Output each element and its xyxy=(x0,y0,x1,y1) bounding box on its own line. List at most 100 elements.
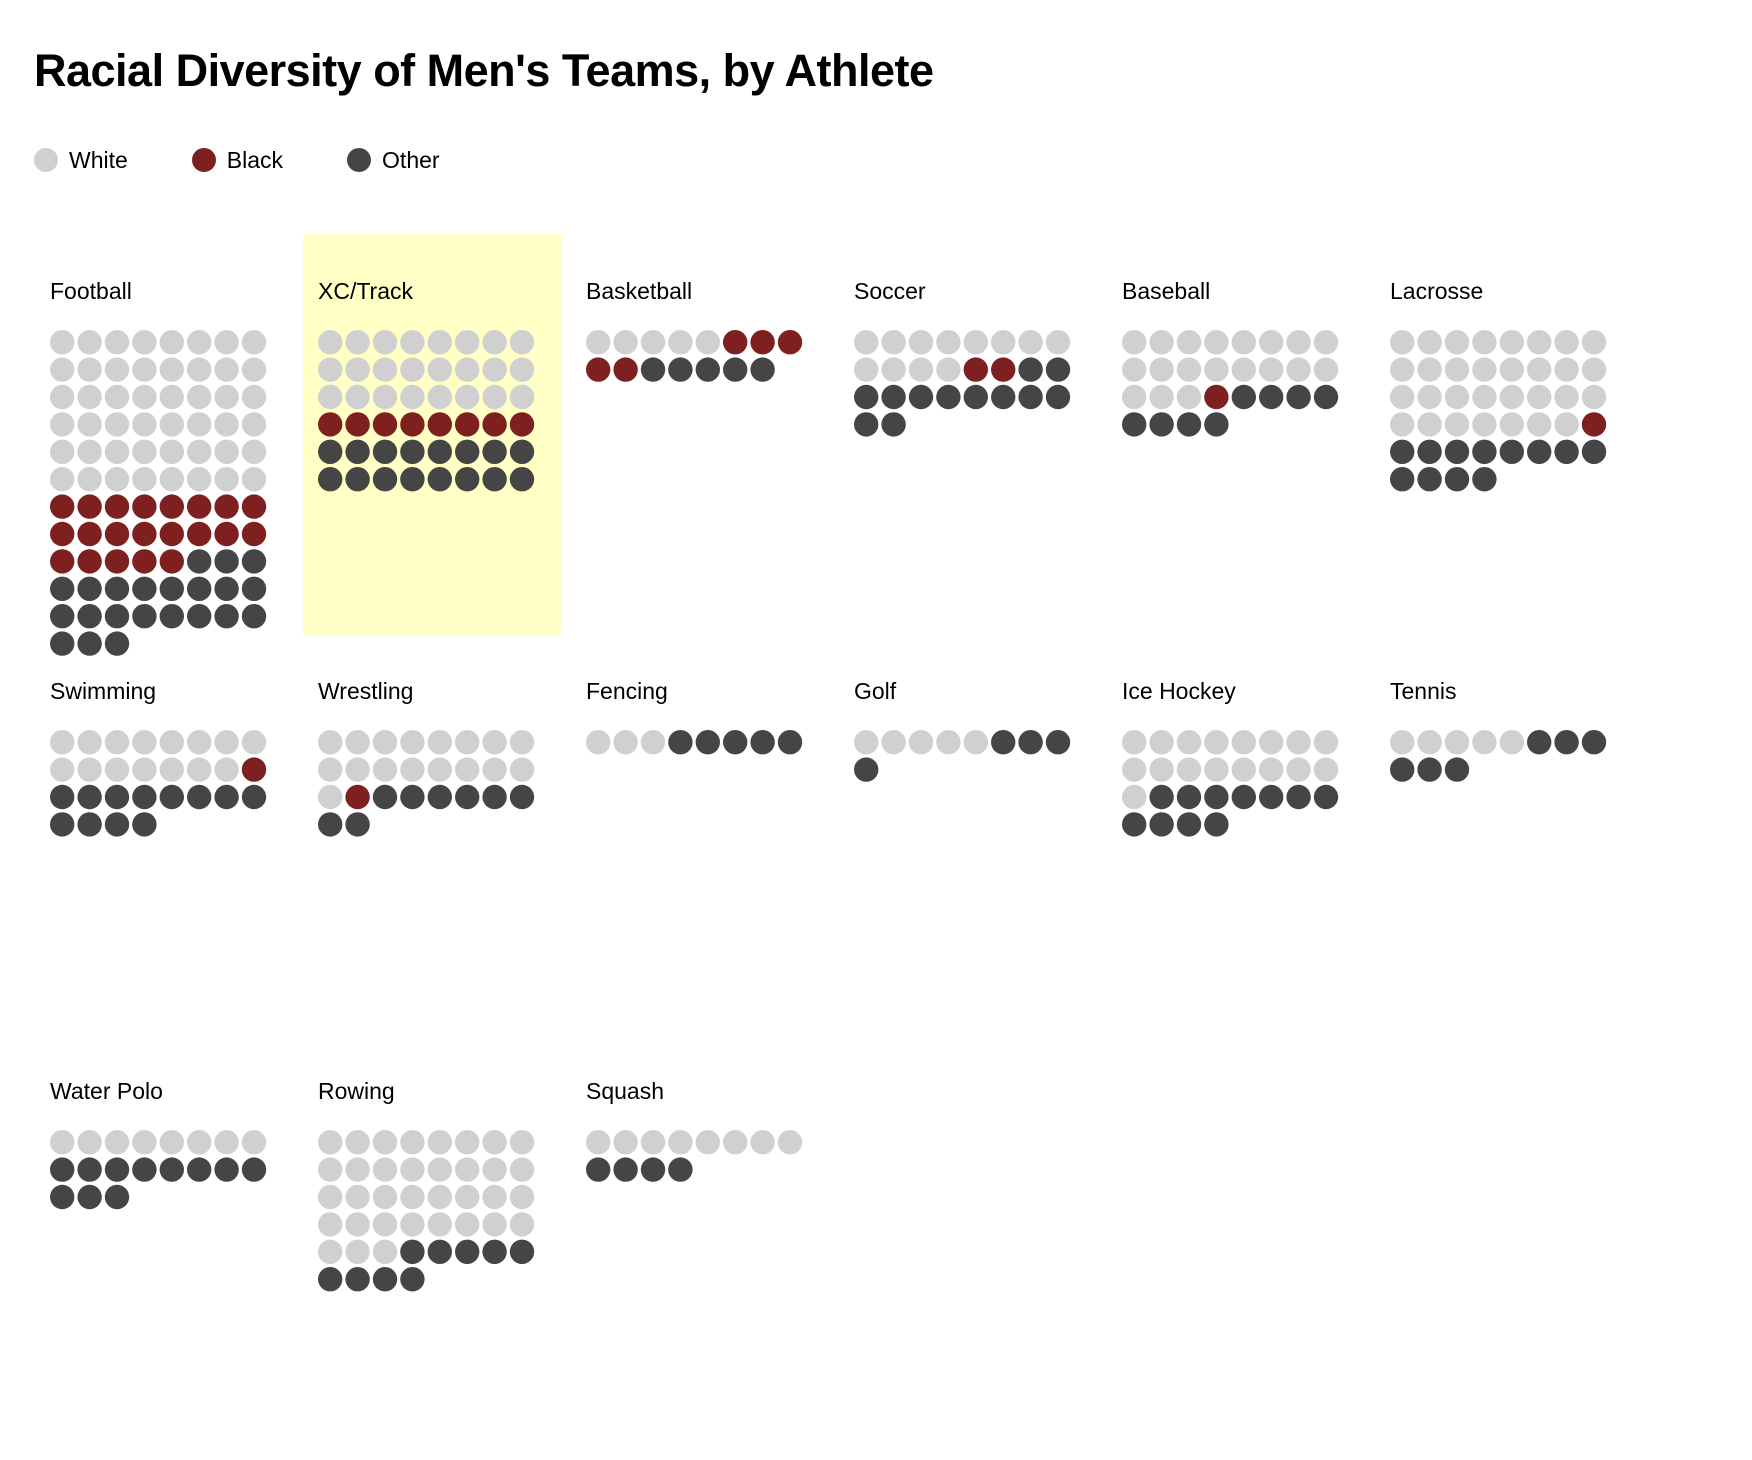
legend-item-white: White xyxy=(34,148,128,172)
athlete-dot-white xyxy=(1444,330,1470,355)
athlete-dot-white xyxy=(345,1239,370,1264)
athlete-dot-white xyxy=(750,1130,775,1155)
athlete-dot-white xyxy=(345,1212,370,1237)
athlete-dot-white xyxy=(1444,412,1470,437)
athlete-dot-white xyxy=(372,1212,398,1237)
team-name: Water Polo xyxy=(50,1078,163,1104)
athlete-dot-white xyxy=(214,467,239,492)
athlete-dot-white xyxy=(345,757,370,782)
dot-grid xyxy=(854,730,1071,782)
athlete-dot-white xyxy=(1472,330,1497,355)
athlete-dot-white xyxy=(1204,357,1229,382)
athlete-dot-black xyxy=(509,412,535,437)
athlete-dot-other xyxy=(77,784,102,810)
athlete-dot-other xyxy=(187,784,212,810)
athlete-dot-black xyxy=(50,549,75,574)
athlete-dot-white xyxy=(104,730,130,755)
athlete-dot-other xyxy=(318,1267,343,1292)
athlete-dot-white xyxy=(1390,330,1415,355)
athlete-dot-other xyxy=(132,576,157,601)
athlete-dot-white xyxy=(400,757,425,782)
athlete-dot-other xyxy=(1444,467,1470,492)
athlete-dot-other xyxy=(1204,812,1229,837)
athlete-dot-black xyxy=(777,330,803,355)
athlete-dot-other xyxy=(77,631,102,656)
team-panel-lacrosse: Lacrosse xyxy=(1390,280,1650,660)
athlete-dot-other xyxy=(214,549,239,574)
athlete-dot-black xyxy=(77,549,102,574)
athlete-dot-white xyxy=(77,330,102,355)
legend-item-other: Other xyxy=(347,148,440,172)
athlete-dot-white xyxy=(854,357,879,382)
dot-grid xyxy=(1122,330,1339,437)
athlete-dot-black xyxy=(159,521,184,547)
athlete-dot-white xyxy=(1417,730,1442,755)
team-name: Soccer xyxy=(854,278,926,304)
athlete-dot-black xyxy=(613,357,638,382)
athlete-dot-white xyxy=(1313,357,1339,382)
athlete-dot-white xyxy=(482,1130,507,1155)
athlete-dot-white xyxy=(372,384,398,410)
athlete-dot-white xyxy=(77,757,102,782)
athlete-dot-white xyxy=(1581,330,1607,355)
athlete-dot-white xyxy=(1499,412,1524,437)
athlete-dot-white xyxy=(936,357,961,382)
athlete-dot-white xyxy=(372,1184,398,1210)
legend-swatch-black xyxy=(191,148,216,172)
athlete-dot-white xyxy=(1286,730,1311,755)
athlete-dot-other xyxy=(400,1267,425,1292)
athlete-dot-white xyxy=(1149,730,1174,755)
athlete-dot-other xyxy=(1045,357,1071,382)
athlete-dot-other xyxy=(1231,784,1256,810)
athlete-dot-white xyxy=(1259,330,1284,355)
athlete-dot-white xyxy=(1231,730,1256,755)
dot-grid xyxy=(854,330,1071,437)
athlete-dot-other xyxy=(104,576,130,601)
athlete-dot-other xyxy=(509,467,535,492)
athlete-dot-white xyxy=(345,357,370,382)
athlete-dot-other xyxy=(455,784,480,810)
athlete-dot-white xyxy=(50,730,75,755)
athlete-dot-black xyxy=(104,549,130,574)
athlete-dot-other xyxy=(991,730,1016,755)
athlete-dot-other xyxy=(1231,384,1256,410)
athlete-dot-white xyxy=(187,730,212,755)
athlete-dot-white xyxy=(509,757,535,782)
athlete-dot-white xyxy=(400,330,425,355)
team-panel-golf: Golf xyxy=(854,680,1114,1060)
athlete-dot-other xyxy=(1204,412,1229,437)
athlete-dot-white xyxy=(318,1239,343,1264)
team-panel-water-polo: Water Polo xyxy=(50,1080,310,1460)
athlete-dot-other xyxy=(104,784,130,810)
athlete-dot-other xyxy=(1018,730,1043,755)
athlete-dot-black xyxy=(132,549,157,574)
athlete-dot-other xyxy=(400,439,425,464)
athlete-dot-white xyxy=(482,357,507,382)
athlete-dot-white xyxy=(1204,330,1229,355)
athlete-dot-other xyxy=(1176,412,1202,437)
athlete-dot-other xyxy=(318,467,343,492)
athlete-dot-white xyxy=(586,330,611,355)
athlete-dot-white xyxy=(159,357,184,382)
athlete-dot-white xyxy=(1313,330,1339,355)
athlete-dot-white xyxy=(427,384,452,410)
athlete-dot-white xyxy=(1149,757,1174,782)
athlete-dot-white xyxy=(345,1130,370,1155)
athlete-dot-white xyxy=(318,1157,343,1182)
athlete-dot-other xyxy=(1122,812,1147,837)
legend-swatch-white xyxy=(34,148,58,172)
athlete-dot-other xyxy=(1149,784,1174,810)
athlete-dot-other xyxy=(1176,812,1202,837)
athlete-dot-white xyxy=(159,730,184,755)
athlete-dot-white xyxy=(50,439,75,464)
athlete-dot-white xyxy=(132,330,157,355)
legend-item-black: Black xyxy=(191,148,283,172)
athlete-dot-other xyxy=(159,576,184,601)
dot-grid xyxy=(318,730,535,837)
athlete-dot-white xyxy=(400,730,425,755)
team-panel-basketball: Basketball xyxy=(586,280,846,660)
team-panel-squash: Squash xyxy=(586,1080,846,1460)
athlete-dot-white xyxy=(1527,330,1552,355)
athlete-dot-white xyxy=(132,467,157,492)
athlete-dot-white xyxy=(640,1130,666,1155)
